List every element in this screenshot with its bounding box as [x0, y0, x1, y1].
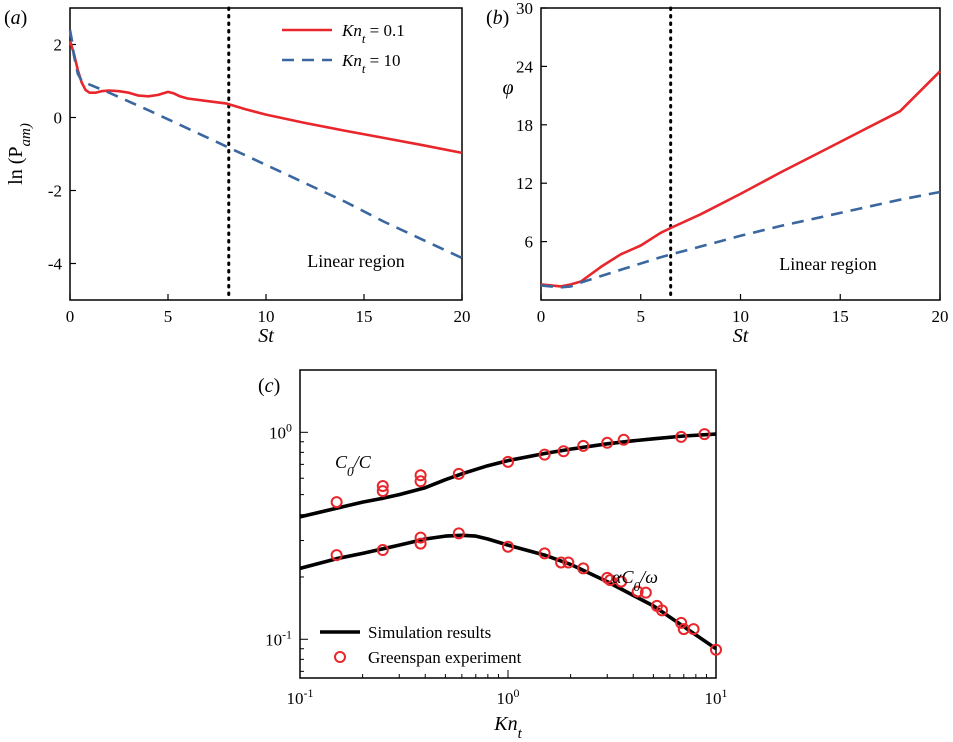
series-line-kn-0-1 — [540, 70, 941, 288]
experiment-point — [452, 527, 465, 540]
panel-label: (b) — [486, 7, 509, 29]
y-tick-label: -2 — [48, 182, 62, 201]
experiment-point — [655, 604, 668, 617]
experiment-point — [376, 543, 389, 556]
linear-region-label: Linear region — [307, 251, 404, 271]
experiment-point — [452, 467, 465, 480]
experiment-point — [710, 643, 722, 656]
x-axis-label: Knt — [493, 713, 522, 742]
x-tick-label: 10 — [258, 307, 275, 326]
experiment-point — [601, 436, 614, 449]
x-axis-label: St — [258, 325, 274, 347]
panel-b-chart: 0 5 10 15 20 6 12 18 24 30 St φ (b) Linear region — [486, 0, 949, 347]
y-tick-label: 6 — [525, 233, 534, 252]
x-tick-label: 101 — [705, 686, 728, 708]
experiment-point — [330, 549, 343, 562]
plot-frame — [540, 7, 941, 301]
x-tick-label: 20 — [454, 307, 471, 326]
experiment-point — [414, 475, 427, 488]
panel-a-chart: 0 5 10 15 20 -4 -2 0 2 St ln (Pam) (a) Linear region… — [4, 6, 471, 347]
y-tick-label: 0 — [54, 109, 63, 128]
y-axis-label: ln (Pam) — [5, 123, 34, 185]
experiment-point — [555, 556, 568, 569]
x-tick-label: 0 — [537, 307, 546, 326]
experiment-point — [502, 540, 514, 553]
y-tick-label: 2 — [54, 36, 63, 55]
x-tick-label: 0 — [66, 307, 75, 326]
plot-frame — [299, 369, 717, 679]
experiment-point — [687, 623, 700, 636]
panel-label: (a) — [4, 7, 27, 29]
x-tick-label: 20 — [932, 307, 949, 326]
experiment-point — [414, 537, 427, 550]
experiment-point — [538, 448, 551, 461]
experiment-point — [376, 480, 389, 493]
experiment-point — [604, 574, 617, 587]
y-tick-label: 30 — [516, 0, 533, 18]
legend-entry-simulation: Simulation results — [368, 623, 491, 642]
x-tick-label: 5 — [164, 307, 173, 326]
linear-region-label: Linear region — [779, 254, 876, 274]
simulation-curve-attenuation — [299, 533, 718, 651]
panel-label: (c) — [258, 375, 280, 397]
x-tick-label: 15 — [356, 307, 373, 326]
y-axis-label: φ — [502, 77, 513, 99]
x-tick-label: 15 — [832, 307, 849, 326]
x-tick-label: 10 — [732, 307, 749, 326]
experiment-point — [557, 445, 570, 458]
experiment-point — [639, 586, 652, 599]
y-tick-label: -4 — [48, 255, 63, 274]
experiment-point — [675, 616, 688, 629]
curve-label-speed: C0/C — [335, 452, 372, 479]
legend-swatch-experiment — [334, 651, 346, 663]
experiment-point — [577, 562, 590, 575]
experiment-point — [538, 547, 551, 560]
y-tick-label: 18 — [516, 116, 533, 135]
legend-entry: Knt = 0.1 — [341, 21, 405, 46]
experiment-point — [615, 575, 628, 588]
y-tick-label: 24 — [516, 57, 534, 76]
x-tick-label: 5 — [637, 307, 646, 326]
y-tick-label: 10-1 — [265, 627, 292, 649]
experiment-point — [562, 556, 575, 569]
x-axis-label: St — [733, 325, 749, 347]
experiment-point — [577, 439, 590, 452]
experiment-point — [330, 496, 343, 509]
y-tick-label: 12 — [516, 174, 533, 193]
x-tick-label: 100 — [497, 686, 520, 708]
y-tick-label: 100 — [269, 420, 292, 442]
experiment-point — [414, 531, 427, 544]
experiment-point — [631, 585, 644, 598]
experiment-point — [698, 428, 711, 441]
experiment-point — [502, 455, 514, 468]
series-line-kn-10 — [68, 29, 463, 260]
series-line-kn-0-1 — [68, 40, 463, 155]
experiment-point — [414, 469, 427, 482]
legend-entry: Knt = 10 — [341, 51, 400, 76]
series-line-kn-10 — [540, 190, 941, 289]
legend-entry-experiment: Greenspan experiment — [368, 648, 522, 667]
experiment-point — [617, 433, 630, 446]
experiment-point — [601, 571, 614, 584]
experiment-point — [376, 485, 389, 498]
experiment-point — [675, 430, 688, 443]
curve-label-attenuation: αC0/ω — [612, 567, 658, 594]
panel-c-chart: 10-1 100 101 10-1 100 C0/C αC0/ω Simulation res… — [258, 369, 728, 742]
x-tick-label: 10-1 — [287, 686, 314, 708]
simulation-curve-speed — [299, 432, 717, 519]
